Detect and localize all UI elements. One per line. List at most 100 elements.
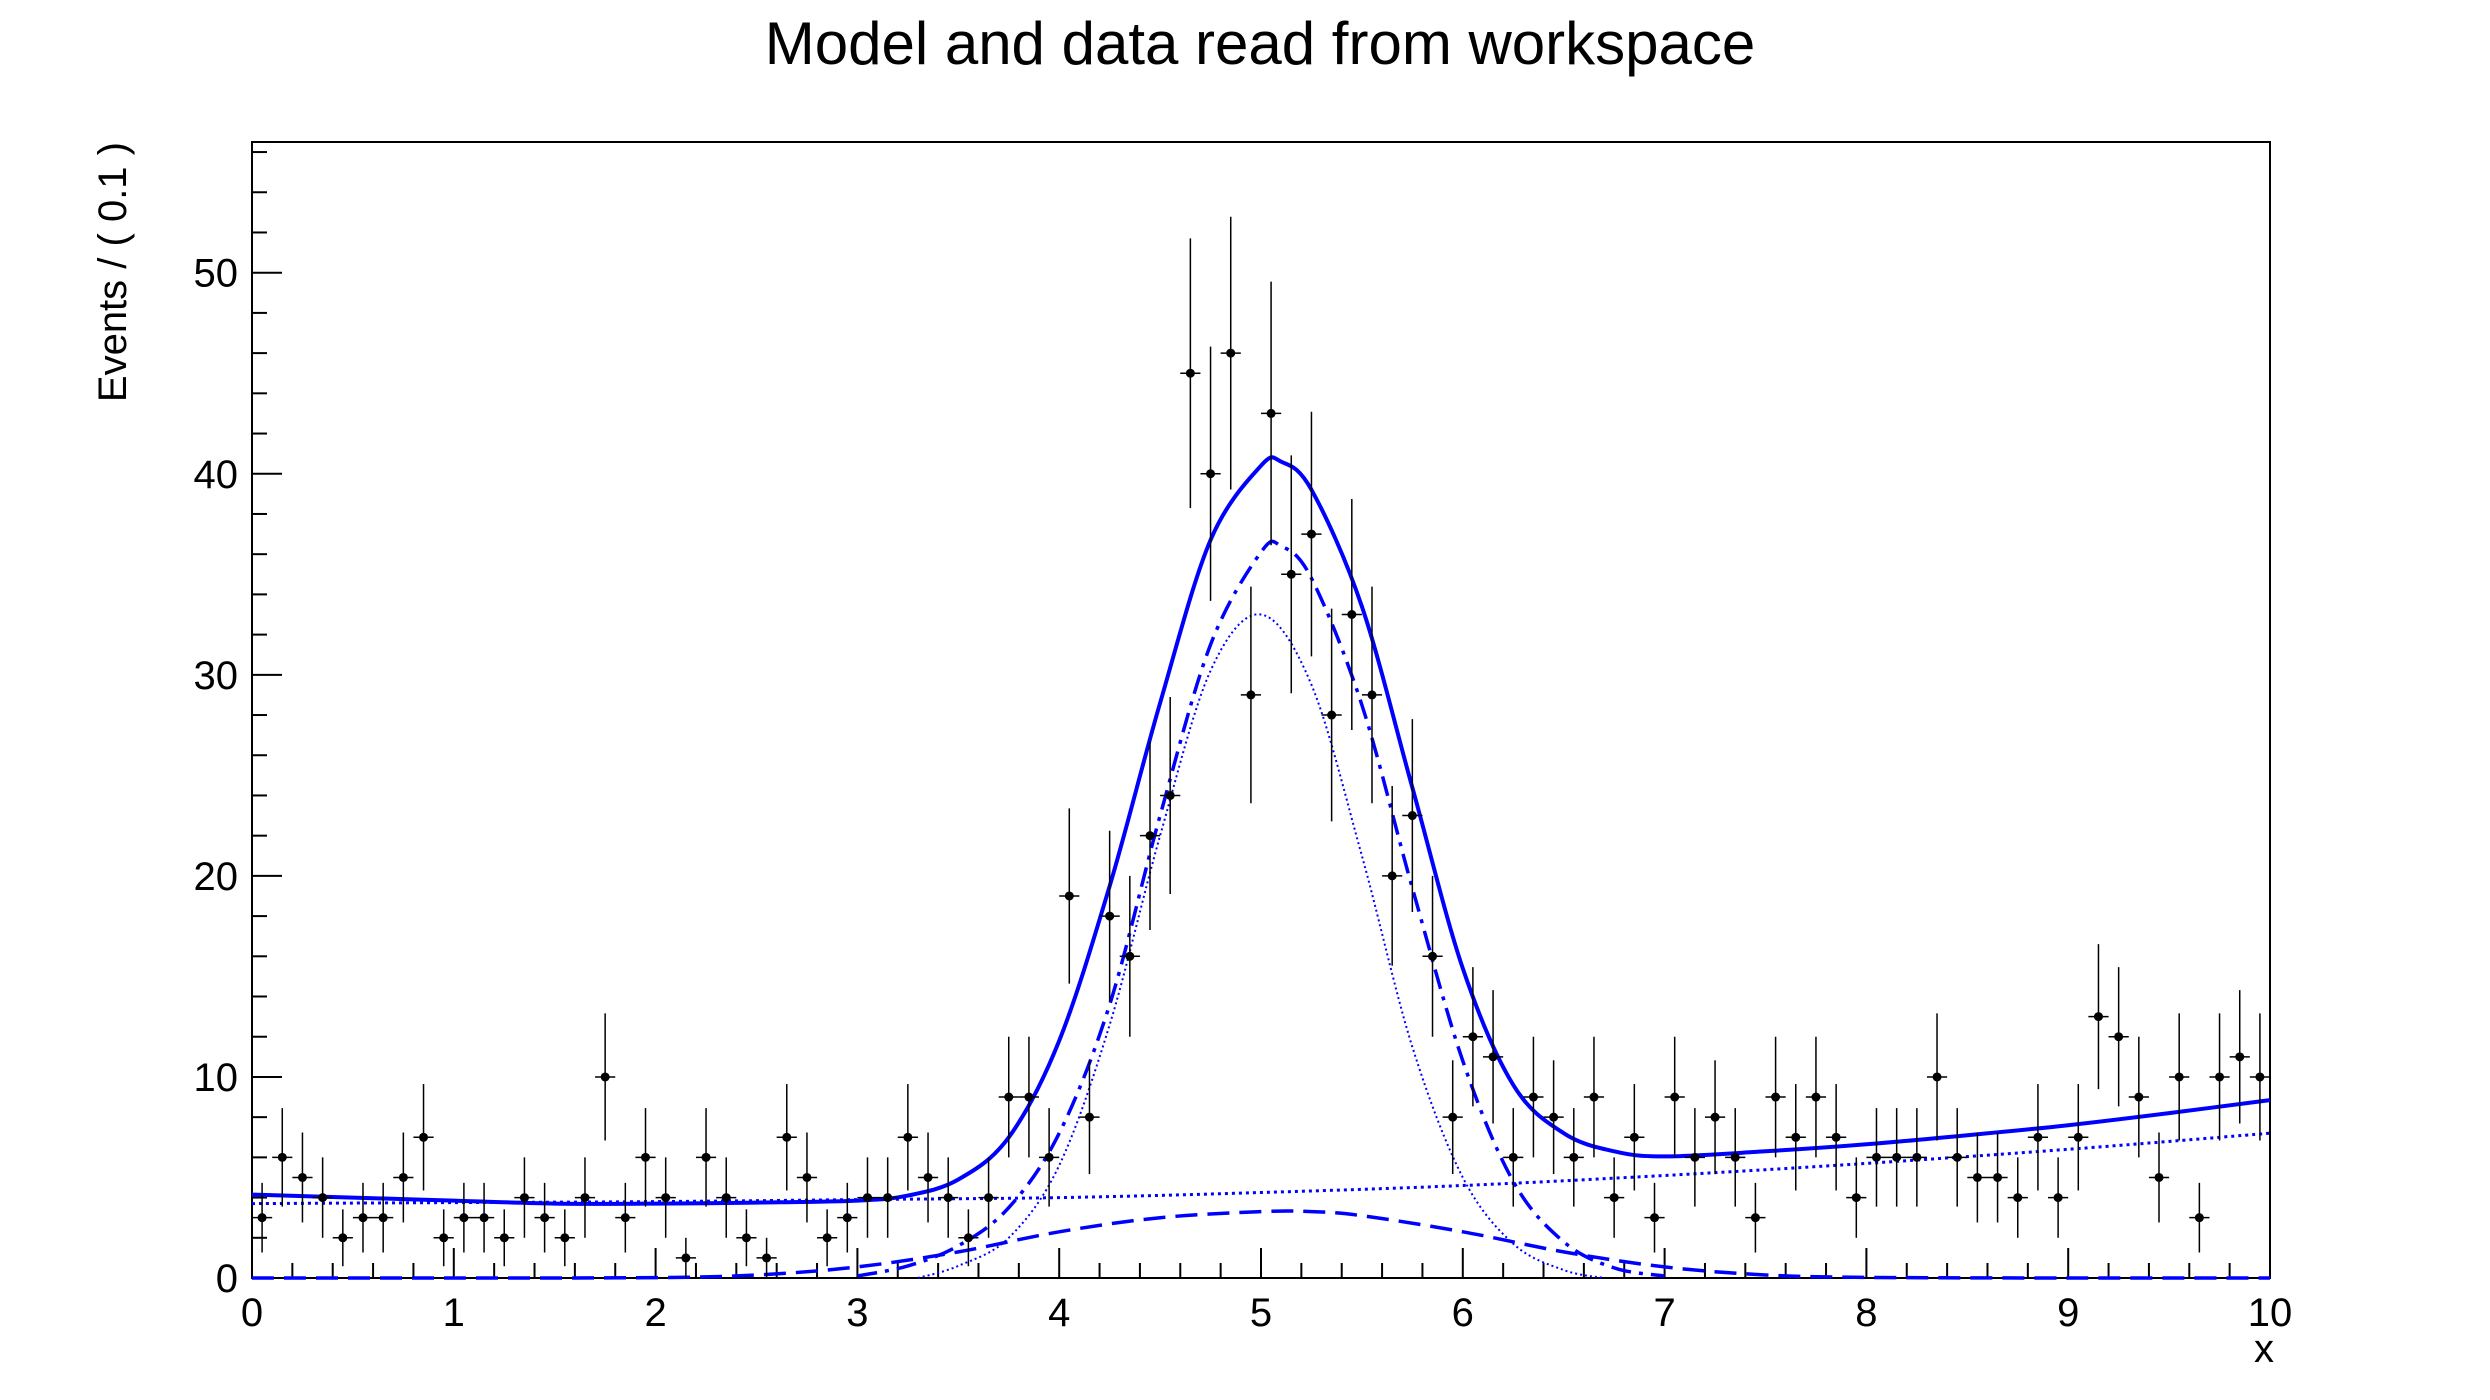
axis-ticks: 0 1 2 3 4 5 6 7 8 9 10 0 10 20 30 40 50 xyxy=(194,151,2292,1335)
data-marker xyxy=(1004,1092,1014,1102)
data-point xyxy=(1341,498,1362,730)
x-axis-title: x xyxy=(2254,1327,2274,1371)
x-tick-label: 6 xyxy=(1452,1291,1474,1335)
data-marker xyxy=(297,1172,307,1182)
data-marker xyxy=(1488,1052,1498,1062)
data-point xyxy=(1765,1036,1786,1158)
data-point xyxy=(938,1157,959,1238)
data-marker xyxy=(1185,368,1195,378)
data-marker xyxy=(419,1132,429,1142)
data-point xyxy=(897,1084,918,1191)
data-marker xyxy=(560,1233,570,1243)
x-tick-label: 9 xyxy=(2057,1291,2079,1335)
data-marker xyxy=(257,1213,267,1223)
data-marker xyxy=(378,1213,388,1223)
data-point xyxy=(1059,808,1080,984)
data-point xyxy=(2128,1036,2149,1158)
data-marker xyxy=(923,1172,933,1182)
data-point xyxy=(332,1209,353,1267)
data-marker xyxy=(1892,1152,1902,1162)
data-point xyxy=(817,1209,838,1267)
data-marker xyxy=(2093,1012,2103,1022)
data-marker xyxy=(2154,1172,2164,1182)
data-marker xyxy=(540,1213,550,1223)
data-point xyxy=(1846,1157,1867,1238)
x-tick-label: 2 xyxy=(644,1291,666,1335)
data-point xyxy=(1886,1108,1907,1207)
data-marker xyxy=(459,1213,469,1223)
data-point xyxy=(1160,696,1181,894)
data-marker xyxy=(1791,1132,1801,1142)
data-point xyxy=(776,1084,797,1191)
data-point xyxy=(695,1108,717,1207)
data-marker xyxy=(1629,1132,1639,1142)
data-marker xyxy=(1871,1152,1881,1162)
data-point xyxy=(1079,1060,1100,1175)
x-tick-label: 3 xyxy=(846,1291,868,1335)
data-point xyxy=(312,1157,333,1238)
data-point xyxy=(2229,990,2250,1124)
data-marker xyxy=(2194,1213,2204,1223)
data-marker xyxy=(358,1213,368,1223)
data-marker xyxy=(661,1193,671,1203)
data-marker xyxy=(277,1152,287,1162)
data-marker xyxy=(822,1233,832,1243)
data-marker xyxy=(1589,1092,1599,1102)
data-points xyxy=(252,216,2270,1278)
data-marker xyxy=(2134,1092,2144,1102)
data-marker xyxy=(1528,1092,1538,1102)
data-marker xyxy=(1448,1112,1458,1122)
data-point xyxy=(796,1132,818,1223)
x-tick-label: 4 xyxy=(1048,1291,1070,1335)
data-marker xyxy=(1347,609,1357,619)
x-tick-label: 8 xyxy=(1855,1291,1877,1335)
data-marker xyxy=(600,1072,610,1082)
data-marker xyxy=(721,1193,731,1203)
data-point xyxy=(554,1209,575,1267)
data-marker xyxy=(802,1172,812,1182)
data-point xyxy=(1684,1108,1705,1207)
data-point xyxy=(1826,1084,1847,1191)
data-marker xyxy=(1387,871,1397,881)
data-marker xyxy=(903,1132,913,1142)
data-point xyxy=(2249,1013,2270,1141)
model-background-dashed-curve xyxy=(251,1209,2271,1280)
data-point xyxy=(1301,411,1322,657)
data-point xyxy=(1281,455,1302,694)
data-marker xyxy=(1407,811,1417,821)
data-point xyxy=(1947,1108,1968,1207)
data-marker xyxy=(2174,1072,2184,1082)
x-tick-label: 1 xyxy=(443,1291,465,1335)
data-point xyxy=(2209,1013,2230,1141)
data-marker xyxy=(1044,1152,1054,1162)
data-marker xyxy=(1750,1213,1760,1223)
data-marker xyxy=(2013,1193,2023,1203)
data-point xyxy=(756,1237,777,1278)
data-marker xyxy=(479,1213,489,1223)
data-point xyxy=(837,1182,858,1253)
data-point xyxy=(1523,1036,1544,1158)
data-point xyxy=(494,1209,515,1267)
data-marker xyxy=(681,1253,691,1263)
data-marker xyxy=(2114,1032,2124,1042)
data-marker xyxy=(1650,1213,1660,1223)
data-marker xyxy=(1912,1152,1922,1162)
data-marker xyxy=(782,1132,792,1142)
data-point xyxy=(1644,1182,1665,1253)
data-point xyxy=(2108,967,2129,1107)
data-marker xyxy=(1105,911,1115,921)
data-point xyxy=(1321,608,1342,822)
y-tick-label: 0 xyxy=(216,1257,238,1301)
model-background-dotted-curve xyxy=(251,1131,2271,1206)
data-marker xyxy=(1972,1172,1982,1182)
data-marker xyxy=(1327,710,1337,720)
data-point xyxy=(1119,875,1140,1037)
x-tick-label: 0 xyxy=(241,1291,263,1335)
data-marker xyxy=(762,1253,772,1263)
data-point xyxy=(716,1157,737,1238)
data-marker xyxy=(1831,1132,1841,1142)
data-point xyxy=(635,1108,656,1207)
data-marker xyxy=(1286,569,1296,579)
data-marker xyxy=(1952,1152,1962,1162)
